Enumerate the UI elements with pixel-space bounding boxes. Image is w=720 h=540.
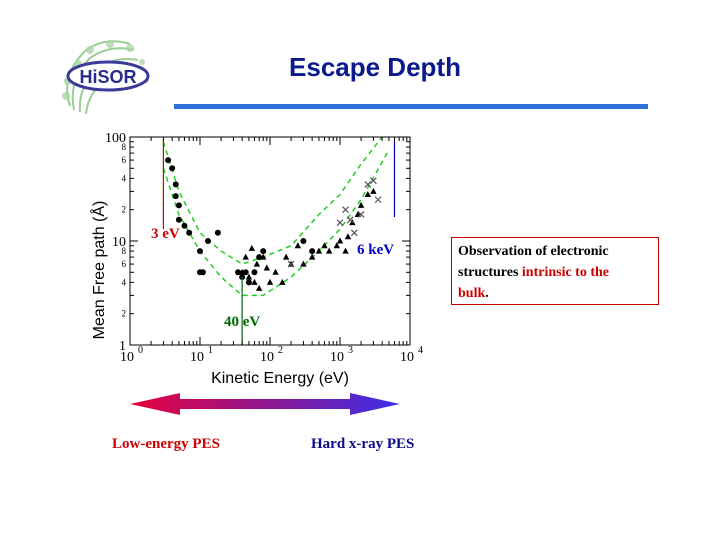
y-tick-label: 100	[105, 131, 126, 146]
logo-text: HiSOR	[79, 67, 136, 87]
data-point-circle	[169, 165, 176, 172]
x-tick-label: 10	[120, 350, 134, 365]
x-tick-exponent: 4	[418, 345, 423, 356]
label-40ev: 40 eV	[224, 314, 261, 330]
hisor-logo-graphic: HiSOR	[62, 40, 150, 115]
data-point-triangle	[357, 201, 365, 208]
data-point-cross	[364, 180, 372, 188]
y-axis-label: Mean Free path (Å)	[89, 201, 108, 340]
data-point-cross	[287, 260, 295, 268]
data-point-triangle	[342, 247, 349, 254]
label-6kev: 6 keV	[357, 242, 395, 258]
data-point-triangle	[266, 278, 274, 285]
data-point-triangle	[336, 237, 344, 244]
data-point-circle	[260, 248, 267, 255]
data-point-circle	[300, 238, 307, 244]
obs-line-2-text: structures	[458, 265, 522, 280]
obs-period: .	[485, 286, 489, 301]
escape-depth-plot: 10 0 10 1 10 2 10 3 10 4 100 10 1 8 6 4 2 8 6 4 2 Kinetic En…	[80, 125, 430, 395]
x-tick-label: 10	[260, 350, 274, 365]
obs-line-1: Observation of electronic	[458, 244, 609, 259]
data-point-triangle	[344, 233, 352, 240]
data-point-circle	[197, 248, 203, 255]
data-point-circle	[245, 279, 252, 286]
data-point-cross	[342, 206, 349, 214]
data-point-triangle	[308, 253, 316, 260]
y-minor-tick-label: 4	[122, 173, 127, 183]
data-point-circle	[181, 222, 188, 229]
data-point-triangle	[251, 278, 258, 285]
x-axis-label: Kinetic Energy (eV)	[211, 370, 349, 387]
title-underline	[174, 104, 648, 109]
x-tick-label: 10	[330, 350, 344, 365]
x-tick-exponent: 0	[138, 345, 143, 356]
y-tick-label: 1	[119, 339, 126, 354]
obs-line-3: bulk.	[458, 283, 652, 304]
x-tick-exponent: 2	[278, 345, 283, 356]
fit-curve	[162, 149, 390, 297]
label-3ev: 3 eV	[151, 226, 180, 242]
data-point-cross	[357, 211, 365, 218]
data-point-circle	[214, 229, 221, 236]
obs-line-2: structures intrinsic to the	[458, 262, 652, 283]
data-point-triangle	[333, 242, 340, 249]
data-point-circle	[251, 269, 258, 276]
data-point-triangle	[364, 190, 372, 197]
hisor-logo: HiSOR	[50, 36, 160, 118]
data-point-triangle	[263, 264, 270, 271]
energy-range-arrow	[130, 392, 402, 416]
data-point-circle	[175, 216, 182, 223]
data-point-cross	[374, 196, 382, 204]
data-point-triangle	[315, 247, 323, 254]
y-minor-tick-label: 6	[122, 155, 127, 165]
data-point-triangle	[260, 253, 267, 260]
data-point-triangle	[242, 253, 249, 260]
data-point-circle	[204, 238, 211, 244]
x-tick-label: 10	[190, 350, 204, 365]
data-point-circle	[199, 269, 206, 276]
y-minor-tick-label: 4	[122, 277, 127, 287]
y-minor-tick-label: 2	[122, 205, 127, 215]
data-point-cross	[369, 177, 377, 185]
slide-title: Escape Depth	[289, 52, 461, 82]
y-minor-tick-label: 6	[122, 259, 127, 269]
observation-box: Observation of electronic structures int…	[451, 237, 659, 305]
data-point-triangle	[279, 278, 286, 285]
data-point-triangle	[272, 268, 279, 275]
data-point-triangle	[321, 242, 328, 249]
data-point-cross	[346, 216, 354, 224]
data-point-triangle	[282, 253, 290, 260]
data-point-triangle	[325, 247, 333, 254]
x-tick-exponent: 1	[208, 345, 213, 356]
data-point-circle	[165, 157, 172, 164]
data-point-triangle	[253, 260, 261, 267]
obs-intrinsic: intrinsic to the	[521, 265, 610, 280]
data-point-triangle	[300, 260, 307, 267]
data-point-circle	[175, 202, 182, 209]
data-point-triangle	[248, 244, 256, 251]
data-point-triangle	[370, 187, 377, 194]
low-energy-pes-label: Low-energy PES	[112, 436, 220, 452]
data-point-triangle	[255, 284, 263, 291]
y-minor-tick-label: 8	[122, 246, 127, 256]
data-point-cross	[336, 219, 344, 227]
data-point-triangle	[245, 273, 253, 280]
data-point-circle	[172, 181, 179, 188]
obs-bulk: bulk	[458, 286, 486, 301]
hard-xray-pes-label: Hard x-ray PES	[311, 436, 415, 452]
y-minor-tick-label: 2	[122, 309, 127, 319]
double-arrow-icon	[130, 393, 400, 415]
data-point-circle	[186, 229, 193, 236]
data-point-triangle	[238, 268, 246, 275]
data-point-circle	[172, 193, 179, 200]
data-point-triangle	[294, 242, 302, 249]
x-tick-label: 10	[400, 350, 414, 365]
data-point-circle	[309, 248, 316, 255]
x-tick-exponent: 3	[348, 345, 353, 356]
y-tick-label: 10	[112, 235, 126, 250]
data-point-cross	[350, 229, 358, 237]
y-minor-tick-label: 8	[122, 142, 127, 152]
